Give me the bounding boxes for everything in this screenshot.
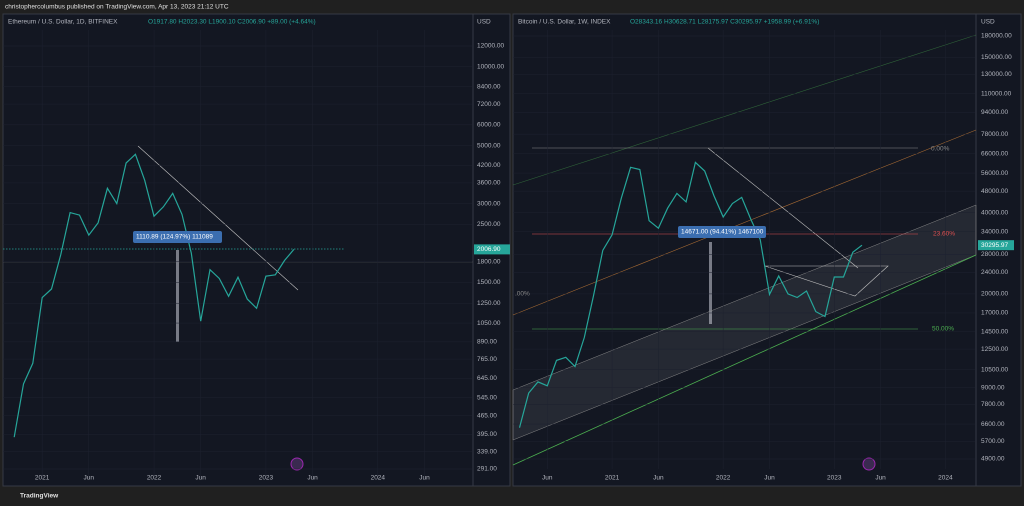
y-tick-label: 545.00 — [477, 394, 497, 401]
y-tick-label: 150000.00 — [981, 54, 1012, 61]
last-price-label: 2006.90 — [477, 246, 501, 253]
channel-line — [512, 34, 977, 186]
symbol-info: Ethereum / U.S. Dollar, 1D, BITFINEX — [8, 19, 118, 26]
y-tick-label: 1500.00 — [477, 279, 501, 286]
y-tick-label: 8400.00 — [477, 83, 501, 90]
y-tick-label: 130000.00 — [981, 71, 1012, 78]
x-tick-label: 2024 — [371, 475, 386, 482]
y-tick-label: 890.00 — [477, 339, 497, 346]
y-tick-label: 10500.00 — [981, 366, 1008, 373]
y-tick-label: 12000.00 — [477, 43, 504, 50]
y-tick-label: 4900.00 — [981, 456, 1005, 463]
event-icon[interactable] — [862, 457, 876, 471]
annotation: 1110.89 (124.97%) 111089 — [136, 234, 213, 241]
y-tick-label: 14500.00 — [981, 328, 1008, 335]
annotation-box — [133, 231, 222, 243]
y-tick-label: 12500.00 — [981, 346, 1008, 353]
y-tick-label: 9000.00 — [981, 384, 1005, 391]
y-tick-label: 3600.00 — [477, 180, 501, 187]
y-tick-label: 645.00 — [477, 375, 497, 382]
x-tick-label: Jun — [195, 475, 206, 482]
y-tick-label: 40000.00 — [981, 209, 1008, 216]
y-tick-label: 94000.00 — [981, 109, 1008, 116]
currency: USD — [477, 19, 491, 26]
x-tick-label: Jun — [542, 475, 553, 482]
trend-line — [137, 145, 299, 291]
x-tick-label: 2023 — [259, 475, 274, 482]
y-tick-label: 2500.00 — [477, 221, 501, 228]
annotation: 50.00% — [932, 326, 954, 333]
event-icon[interactable] — [290, 457, 304, 471]
x-tick-label: 2021 — [605, 475, 620, 482]
y-tick-label: 180000.00 — [981, 33, 1012, 40]
measure-bar — [176, 250, 179, 342]
right-panel — [512, 13, 1022, 487]
y-tick-label: 56000.00 — [981, 170, 1008, 177]
y-tick-label: 765.00 — [477, 356, 497, 363]
y-tick-label: 1250.00 — [477, 300, 501, 307]
publisher: christophercolumbus published on Trading… — [5, 4, 229, 11]
x-tick-label: 2022 — [716, 475, 731, 482]
annotation: .00% — [515, 291, 530, 298]
y-tick-label: 6000.00 — [477, 122, 501, 129]
annotation: 23.60% — [933, 231, 955, 238]
last-price-badge — [474, 244, 510, 255]
price-line — [13, 153, 295, 438]
currency: USD — [981, 19, 995, 26]
y-tick-label: 1800.00 — [477, 258, 501, 265]
y-tick-label: 34000.00 — [981, 228, 1008, 235]
y-tick-label: 3000.00 — [477, 200, 501, 207]
ohlc-info: O1917.80 H2023.30 L1900.10 C2006.90 +89.… — [148, 19, 316, 26]
channel-line — [512, 129, 977, 316]
y-tick-label: 395.00 — [477, 431, 497, 438]
y-tick-label: 20000.00 — [981, 291, 1008, 298]
y-tick-label: 5700.00 — [981, 438, 1005, 445]
left-panel — [2, 13, 511, 487]
triangle — [764, 265, 889, 297]
x-tick-label: Jun — [653, 475, 664, 482]
y-tick-label: 28000.00 — [981, 251, 1008, 258]
channel-line — [512, 254, 977, 466]
x-tick-label: 2022 — [147, 475, 162, 482]
last-price-badge — [978, 240, 1014, 251]
x-tick-label: 2021 — [35, 475, 50, 482]
y-tick-label: 339.00 — [477, 448, 497, 455]
y-tick-label: 4200.00 — [477, 162, 501, 169]
annotation-box — [678, 226, 766, 238]
symbol-info: Bitcoin / U.S. Dollar, 1W, INDEX — [518, 19, 611, 26]
annotation: 0.00% — [931, 146, 950, 153]
price-line — [518, 161, 863, 428]
y-tick-label: 78000.00 — [981, 131, 1008, 138]
y-tick-label: 10000.00 — [477, 63, 504, 70]
y-tick-label: 48000.00 — [981, 188, 1008, 195]
ohlc-info: O28343.16 H30628.71 L28175.97 C30295.97 … — [630, 19, 819, 26]
y-tick-label: 17000.00 — [981, 310, 1008, 317]
y-tick-label: 6600.00 — [981, 421, 1005, 428]
x-tick-label: 2024 — [938, 475, 953, 482]
brand: TradingView — [20, 493, 59, 500]
y-tick-label: 1050.00 — [477, 320, 501, 327]
y-tick-label: 110000.00 — [981, 91, 1012, 98]
x-tick-label: Jun — [875, 475, 886, 482]
last-price-label: 30295.97 — [981, 242, 1008, 249]
x-tick-label: Jun — [419, 475, 430, 482]
x-tick-label: 2023 — [827, 475, 842, 482]
y-tick-label: 465.00 — [477, 412, 497, 419]
measure-bar — [709, 242, 712, 324]
x-tick-label: Jun — [307, 475, 318, 482]
y-tick-label: 5000.00 — [477, 142, 501, 149]
x-tick-label: Jun — [764, 475, 775, 482]
y-tick-label: 66000.00 — [981, 150, 1008, 157]
x-tick-label: Jun — [84, 475, 95, 482]
y-tick-label: 7800.00 — [981, 401, 1005, 408]
y-tick-label: 24000.00 — [981, 269, 1008, 276]
annotation: 14671.00 (94.41%) 1467100 — [681, 229, 764, 236]
trend-line — [707, 147, 859, 269]
y-tick-label: 7200.00 — [477, 101, 501, 108]
y-tick-label: 291.00 — [477, 466, 497, 473]
